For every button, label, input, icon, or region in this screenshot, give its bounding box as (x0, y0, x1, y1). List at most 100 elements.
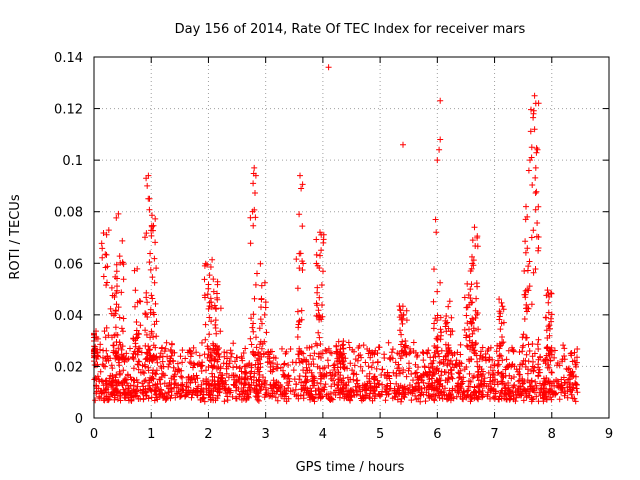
data-point (568, 391, 575, 398)
data-point (146, 352, 153, 359)
data-point (571, 395, 578, 402)
data-point (544, 364, 551, 371)
data-point (475, 371, 482, 378)
data-point (100, 382, 107, 389)
data-point (165, 389, 172, 396)
data-point (213, 330, 220, 337)
data-point (254, 270, 260, 277)
data-point (366, 370, 373, 377)
data-point (214, 381, 221, 388)
data-point (561, 380, 568, 386)
data-point (353, 387, 360, 394)
data-point (545, 299, 552, 306)
data-point (133, 327, 140, 334)
data-point (530, 269, 537, 276)
data-point (417, 398, 424, 405)
data-point (204, 343, 211, 350)
data-point (532, 206, 539, 213)
data-point (532, 164, 539, 171)
data-point (430, 298, 437, 305)
data-point (341, 364, 348, 371)
y-tick-label: 0.08 (54, 206, 83, 221)
data-point (420, 372, 427, 379)
data-point (152, 381, 159, 388)
data-point (386, 385, 393, 392)
data-point (317, 252, 323, 259)
data-point (467, 295, 474, 302)
data-point (333, 387, 339, 394)
data-point (163, 339, 170, 346)
data-point (499, 370, 506, 377)
data-point (508, 375, 515, 382)
data-point (500, 306, 507, 313)
data-point (223, 370, 230, 377)
data-point (210, 276, 217, 283)
data-point (443, 395, 450, 402)
data-point (334, 348, 341, 355)
data-point (430, 371, 437, 378)
data-point (334, 358, 341, 364)
data-point (535, 336, 542, 343)
data-point (474, 234, 481, 241)
data-point (179, 374, 186, 381)
data-point (511, 374, 517, 380)
data-point (272, 394, 279, 401)
data-point (320, 236, 327, 243)
data-point (400, 311, 407, 318)
y-tick-label: 0.04 (54, 309, 83, 324)
data-point (316, 386, 322, 393)
data-point (154, 359, 161, 366)
data-point (494, 342, 501, 349)
data-point (112, 324, 119, 331)
data-point (302, 373, 309, 380)
data-point (113, 261, 120, 268)
data-point (432, 216, 439, 223)
data-point (250, 180, 257, 187)
data-point (530, 227, 537, 234)
data-point (212, 380, 219, 387)
data-point (555, 384, 562, 391)
data-point (126, 385, 132, 392)
data-point (515, 378, 522, 385)
data-point (143, 355, 150, 362)
data-point (150, 309, 157, 316)
data-point (506, 362, 513, 369)
data-point (322, 347, 329, 353)
data-point (320, 365, 326, 372)
data-point (383, 386, 390, 393)
data-point (381, 351, 388, 358)
data-point (540, 382, 547, 389)
data-point (135, 358, 142, 365)
data-point (114, 332, 121, 338)
data-point (524, 287, 531, 293)
data-point (520, 397, 527, 404)
data-point (568, 370, 575, 377)
data-point (382, 389, 389, 396)
data-point (318, 231, 325, 238)
data-point (96, 395, 103, 402)
data-point (248, 341, 255, 348)
data-point (442, 369, 449, 376)
data-point (118, 351, 125, 358)
data-point (364, 346, 371, 352)
data-point (103, 324, 110, 331)
data-point (472, 307, 479, 314)
data-point (469, 330, 476, 337)
data-point (442, 385, 448, 392)
data-point (528, 234, 535, 241)
data-point (463, 364, 470, 370)
data-point (164, 353, 171, 360)
x-tick-label: 7 (490, 427, 498, 442)
data-point (527, 157, 533, 164)
data-point (522, 363, 529, 370)
data-point (484, 391, 491, 398)
data-point (110, 342, 117, 349)
data-point (314, 284, 321, 291)
data-point (495, 369, 502, 376)
data-point (368, 364, 375, 371)
data-point (382, 372, 389, 379)
data-point (398, 331, 405, 338)
x-tick-label: 9 (605, 427, 613, 442)
data-point (143, 331, 150, 338)
